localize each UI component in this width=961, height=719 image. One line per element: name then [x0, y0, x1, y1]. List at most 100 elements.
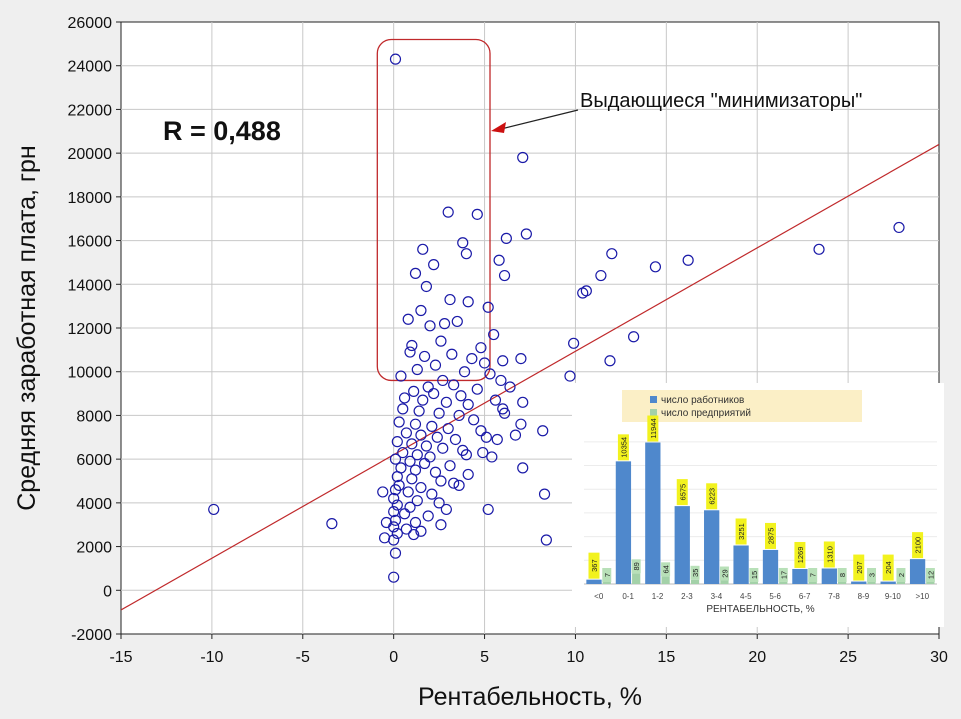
- bar-enterprises: [749, 582, 758, 584]
- scatter-point: [564, 370, 576, 382]
- scatter-point: [395, 370, 407, 382]
- scatter-point: [515, 353, 527, 365]
- scatter-point: [420, 440, 432, 452]
- scatter-point: [406, 339, 418, 352]
- scatter-point: [517, 396, 529, 408]
- y-tick-label: 26000: [68, 15, 113, 32]
- scatter-point: [424, 320, 436, 332]
- scatter-point: [458, 366, 471, 378]
- scatter-point: [491, 433, 503, 446]
- scatter-point: [517, 462, 529, 474]
- scatter-point: [413, 405, 425, 417]
- scatter-point: [460, 248, 472, 260]
- x-tick-label: 15: [657, 649, 675, 666]
- bar-workers-value-bg: [647, 415, 659, 442]
- bar-workers-value-bg: [823, 541, 835, 568]
- inset-legend-swatch-workers: [650, 396, 657, 403]
- inset-category-label: 1-2: [652, 592, 664, 601]
- scatter-point: [388, 571, 400, 583]
- scatter-point: [433, 407, 445, 419]
- scatter-point: [393, 416, 405, 428]
- inset-category-label: 7-8: [828, 592, 840, 601]
- scatter-point: [411, 449, 423, 461]
- x-tick-label: -10: [200, 649, 223, 666]
- scatter-point: [428, 259, 440, 271]
- y-axis-title: Средняя заработная плата, грн: [13, 145, 41, 511]
- scatter-point: [462, 468, 474, 481]
- scatter-point: [509, 429, 522, 441]
- annotation-arrow-head: [491, 122, 507, 133]
- scatter-point: [444, 293, 456, 306]
- scatter-point: [435, 519, 447, 531]
- scatter-point: [468, 414, 480, 426]
- scatter-point: [418, 457, 431, 470]
- scatter-point: [482, 503, 494, 516]
- scatter-point: [402, 486, 414, 498]
- y-tick-label: 20000: [68, 146, 113, 163]
- scatter-point: [480, 431, 492, 443]
- scatter-point: [537, 425, 549, 437]
- scatter-point: [398, 392, 411, 404]
- x-axis-title: Рентабельность, %: [418, 683, 642, 711]
- bar-enterprises-value: 7: [809, 573, 818, 577]
- bar-enterprises-value-bg: [602, 568, 612, 582]
- scatter-point: [540, 534, 552, 546]
- bar-enterprises-value-bg: [690, 565, 700, 580]
- scatter-point: [462, 296, 474, 308]
- scatter-point: [438, 318, 451, 330]
- bar-workers-value: 204: [884, 561, 893, 574]
- bar-workers-value-bg: [706, 483, 718, 510]
- scatter-point: [408, 385, 420, 397]
- scatter-point: [484, 368, 496, 380]
- scatter-point: [428, 387, 440, 400]
- scatter-point: [422, 510, 434, 522]
- y-tick-label: 24000: [68, 59, 113, 76]
- scatter-point: [462, 398, 474, 411]
- bar-enterprises: [926, 582, 935, 584]
- scatter-point: [429, 359, 442, 371]
- scatter-point: [406, 438, 418, 450]
- scatter-point: [455, 390, 467, 402]
- bar-workers: [880, 581, 896, 584]
- bar-enterprises-value: 35: [691, 569, 700, 577]
- scatter-point: [411, 363, 423, 376]
- inset-category-label: 3-4: [711, 592, 723, 601]
- inset-category-label: <0: [594, 592, 604, 601]
- bar-enterprises-value: 2: [897, 573, 906, 577]
- scatter-point: [391, 499, 403, 511]
- bar-enterprises-value: 12: [926, 571, 935, 579]
- scatter-point: [475, 342, 487, 354]
- bar-enterprises-value-bg: [749, 568, 759, 582]
- bar-workers-value: 367: [590, 559, 599, 572]
- scatter-point: [477, 446, 489, 459]
- x-tick-label: -15: [109, 649, 132, 666]
- scatter-point: [440, 396, 452, 408]
- bar-enterprises-value: 7: [603, 573, 612, 577]
- scatter-point: [448, 379, 460, 391]
- bar-workers-value: 10354: [619, 437, 628, 458]
- scatter-point: [397, 446, 409, 459]
- bar-enterprises-value-bg: [661, 562, 671, 577]
- scatter-point: [442, 422, 454, 435]
- bar-workers: [674, 506, 690, 584]
- scatter-point: [389, 547, 402, 559]
- y-tick-label: -2000: [71, 627, 112, 644]
- bar-enterprises-value: 64: [662, 565, 671, 573]
- bar-workers-value: 11944: [649, 418, 658, 438]
- inset-category-label: 8-9: [858, 592, 870, 601]
- scatter-point: [415, 304, 427, 317]
- bar-workers-value-bg: [676, 479, 688, 506]
- scatter-point: [409, 418, 422, 430]
- scatter-point: [388, 492, 400, 505]
- bar-enterprises: [690, 579, 700, 584]
- scatter-point: [457, 237, 469, 249]
- bar-workers: [792, 568, 808, 584]
- bar-workers: [586, 579, 602, 584]
- scatter-point: [397, 403, 409, 415]
- bar-enterprises-value: 15: [750, 571, 759, 579]
- scatter-point: [498, 269, 511, 282]
- scatter-point: [497, 403, 509, 415]
- y-tick-label: 4000: [76, 496, 112, 513]
- inset-category-label: 0-1: [622, 592, 634, 601]
- scatter-point: [449, 433, 462, 446]
